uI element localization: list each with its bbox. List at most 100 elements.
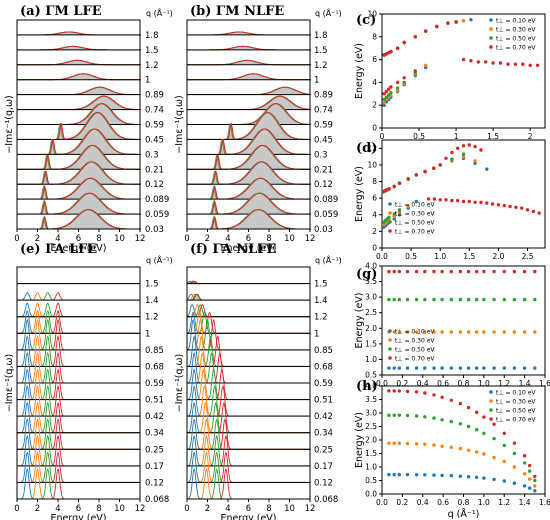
data-point [426, 197, 431, 201]
data-point [512, 366, 517, 370]
data-point [423, 366, 427, 370]
x-tick-label: 4 [55, 234, 60, 244]
panel-title: (g) [356, 267, 377, 282]
spectrum-line [17, 302, 140, 318]
spectrum-line [17, 309, 140, 334]
data-point [392, 413, 396, 417]
data-point [440, 444, 444, 448]
data-point [473, 161, 477, 165]
data-point [506, 62, 510, 66]
q-label: 1.2 [314, 61, 328, 71]
data-point [440, 418, 444, 422]
x-tick-label: 0.0 [376, 498, 388, 507]
data-point [533, 489, 537, 493]
x-tick-label: 0 [184, 234, 189, 244]
data-point [446, 21, 450, 25]
spectrum-fill [187, 145, 310, 170]
q-label: 0.59 [314, 379, 333, 389]
data-point [392, 214, 396, 219]
q-label: 1.4 [314, 296, 328, 306]
data-point [432, 366, 436, 370]
q-label: 0.3 [314, 150, 328, 160]
spectrum-line [18, 86, 142, 96]
data-point [397, 330, 401, 334]
data-point [528, 469, 532, 473]
q-label: 0.45 [314, 135, 333, 145]
y-axis-label: −Imε⁻¹(q,ω) [4, 354, 15, 412]
q-label: 0.42 [145, 412, 164, 422]
q-label: 1.8 [145, 31, 159, 41]
data-point [423, 391, 427, 395]
spectrum-fill [17, 112, 140, 140]
spectrum-line [17, 352, 140, 384]
spectrum-line [187, 311, 310, 334]
data-point [458, 422, 463, 426]
data-point [405, 269, 410, 274]
legend-marker [388, 356, 392, 360]
q-label: 0.34 [314, 429, 333, 439]
data-point [440, 330, 444, 334]
legend-marker [388, 338, 392, 342]
data-point [466, 269, 471, 274]
q-label: 0.059 [314, 210, 338, 220]
y-axis-label: Energy (eV) [354, 43, 365, 99]
x-tick-label: 12 [305, 234, 316, 244]
x-tick-label: 0.8 [458, 498, 470, 507]
y-tick-label: 8 [372, 177, 377, 186]
x-tick-label: 2 [205, 504, 210, 514]
data-point [482, 297, 486, 302]
data-point [392, 269, 396, 274]
data-point [382, 101, 386, 105]
data-point [405, 413, 410, 418]
legend-marker [388, 329, 392, 333]
q-label: 0.089 [314, 195, 338, 205]
x-tick-label: 1.0 [478, 379, 490, 388]
x-tick-label: 0 [184, 504, 189, 514]
data-point [458, 366, 463, 370]
x-tick-label: 0 [14, 504, 19, 514]
data-point [432, 269, 436, 274]
x-tick-label: 1.4 [519, 498, 531, 507]
legend-marker [489, 36, 493, 40]
y-axis-label: −Imε⁻¹(q,ω) [174, 354, 185, 412]
data-point [405, 472, 410, 477]
data-point [432, 297, 436, 302]
q-label: 1.2 [145, 313, 159, 323]
spectrum-line [17, 368, 140, 401]
x-tick-label: 1.0 [434, 252, 446, 261]
data-point [531, 209, 536, 214]
spectrum-fill [17, 73, 140, 80]
data-point [449, 269, 453, 274]
panel-title: (h) [356, 379, 378, 394]
data-point [522, 269, 527, 274]
legend-label: t⊥ = 0.10 eV [496, 18, 536, 25]
q-label: 0.34 [145, 429, 164, 439]
q-label: 0.25 [145, 445, 164, 455]
plot-frame [381, 13, 546, 129]
legend-marker [388, 229, 392, 233]
data-point [456, 198, 460, 203]
plot-frame [381, 265, 546, 376]
data-point [473, 144, 477, 149]
legend-marker [489, 399, 493, 403]
data-point [475, 475, 479, 479]
data-point [387, 93, 391, 97]
y-axis-label: Energy (eV) [354, 166, 365, 222]
y-tick-label: 10 [367, 160, 377, 169]
data-point [397, 210, 402, 214]
data-point [405, 389, 410, 394]
data-point [533, 297, 537, 302]
data-point [450, 198, 454, 203]
data-point [449, 419, 453, 424]
data-point [440, 473, 444, 478]
x-tick-label: 0.5 [413, 132, 425, 141]
panel-h: (h)0.0 0.2 0.4 0.6 0.8 1.0 1.2 1.4 1.60.00.51.01… [354, 379, 550, 520]
data-point [395, 46, 400, 50]
y-tick-label: 0 [372, 244, 377, 253]
data-point [528, 463, 532, 468]
y-tick-label: 4.0 [365, 382, 377, 391]
data-point [449, 398, 453, 402]
data-point [387, 472, 391, 477]
x-tick-label: 2 [205, 234, 210, 244]
q-label: 0.25 [314, 445, 333, 455]
